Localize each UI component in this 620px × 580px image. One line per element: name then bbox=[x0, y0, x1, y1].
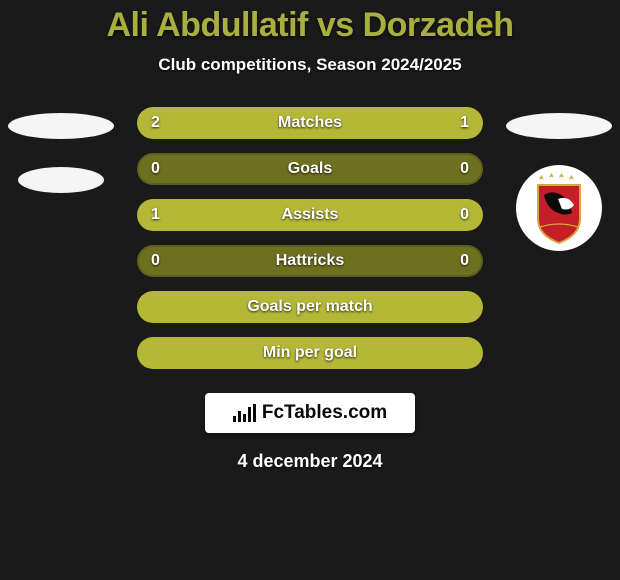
placeholder-badge-icon bbox=[506, 113, 612, 139]
stat-label: Goals bbox=[137, 153, 483, 185]
page-subtitle: Club competitions, Season 2024/2025 bbox=[0, 55, 620, 75]
placeholder-badge-icon bbox=[18, 167, 104, 193]
player-right-badge bbox=[504, 107, 614, 267]
stat-row: 10Assists bbox=[137, 199, 483, 231]
footer-date: 4 december 2024 bbox=[0, 451, 620, 472]
placeholder-badge-icon bbox=[8, 113, 114, 139]
stat-label: Hattricks bbox=[137, 245, 483, 277]
stat-row: 00Hattricks bbox=[137, 245, 483, 277]
stat-label: Matches bbox=[137, 107, 483, 139]
stat-label: Min per goal bbox=[137, 337, 483, 369]
stat-row: 21Matches bbox=[137, 107, 483, 139]
page-title: Ali Abdullatif vs Dorzadeh bbox=[0, 0, 620, 45]
site-logo: FcTables.com bbox=[205, 393, 415, 433]
stat-label: Goals per match bbox=[137, 291, 483, 323]
chart-icon bbox=[233, 404, 256, 422]
comparison-chart: 21Matches 00Goals 10Assists 00Hattricks Goal… bbox=[0, 107, 620, 387]
stat-row: Goals per match bbox=[137, 291, 483, 323]
stat-bars: 21Matches 00Goals 10Assists 00Hattricks Goal… bbox=[137, 107, 483, 383]
club-crest-icon bbox=[516, 165, 602, 251]
stat-row: Min per goal bbox=[137, 337, 483, 369]
stat-row: 00Goals bbox=[137, 153, 483, 185]
player-left-badge bbox=[6, 107, 116, 207]
stat-label: Assists bbox=[137, 199, 483, 231]
site-logo-text: FcTables.com bbox=[262, 402, 387, 424]
